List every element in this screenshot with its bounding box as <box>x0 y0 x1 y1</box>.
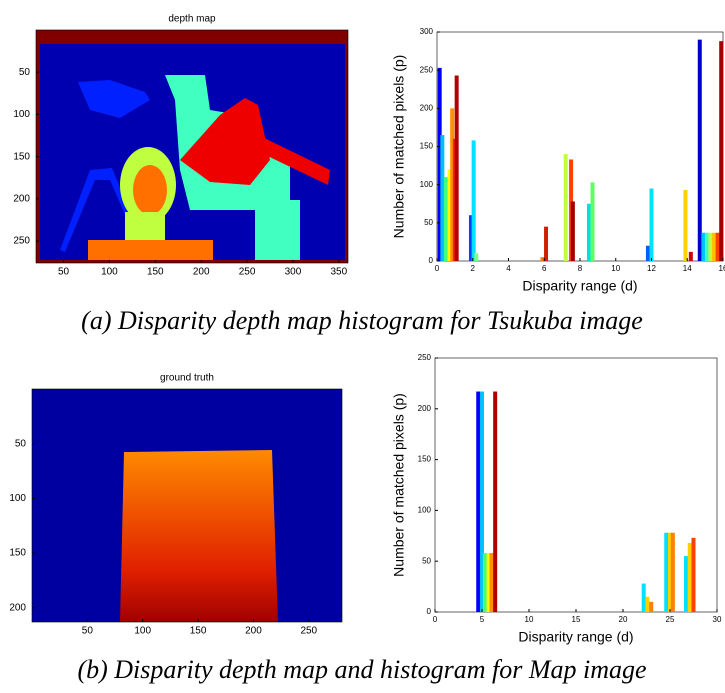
bar <box>455 76 459 261</box>
y-tick-label: 200 <box>13 193 30 204</box>
bar <box>642 584 646 612</box>
x-tick-label: 50 <box>82 626 94 637</box>
depth-map-image <box>36 30 348 263</box>
bar <box>483 553 487 612</box>
x-tick-label: 250 <box>300 626 317 637</box>
bar <box>476 392 480 612</box>
x-tick-label: 350 <box>330 267 347 278</box>
bar <box>474 253 478 261</box>
x-tick-label: 150 <box>147 267 164 278</box>
x-tick-label: 200 <box>245 626 262 637</box>
caption: (a) Disparity depth map histogram for Ts… <box>81 306 643 335</box>
bar <box>688 543 692 612</box>
x-axis-label: Disparity range (d) <box>518 629 633 645</box>
bar <box>649 602 653 612</box>
x-tick-label: 2 <box>471 264 476 273</box>
x-tick-label: 50 <box>58 267 70 278</box>
bar <box>692 538 696 612</box>
bar <box>683 190 687 261</box>
x-tick-label: 20 <box>619 615 628 624</box>
bar <box>440 135 444 261</box>
bar <box>712 233 716 261</box>
y-tick-label: 200 <box>9 602 26 613</box>
image-title: ground truth <box>160 373 214 384</box>
bar <box>719 41 723 261</box>
bar <box>444 177 448 261</box>
y-tick-label: 150 <box>420 142 434 151</box>
y-tick-label: 50 <box>15 438 27 449</box>
bar <box>493 392 497 612</box>
bar <box>650 188 654 261</box>
x-tick-label: 16 <box>719 264 725 273</box>
bar <box>664 533 668 612</box>
bar <box>671 533 675 612</box>
y-tick-label: 100 <box>9 493 26 504</box>
x-tick-label: 0 <box>433 615 438 624</box>
y-tick-label: 100 <box>13 109 30 120</box>
y-tick-label: 50 <box>19 67 31 78</box>
y-tick-label: 150 <box>418 455 432 464</box>
x-tick-label: 14 <box>683 264 692 273</box>
x-tick-label: 8 <box>578 264 583 273</box>
bar <box>571 201 575 261</box>
bar <box>489 553 493 612</box>
y-tick-label: 100 <box>420 180 434 189</box>
bar <box>684 556 688 612</box>
image-title: depth map <box>168 14 216 25</box>
y-tick-label: 150 <box>9 548 26 559</box>
y-tick-label: 200 <box>418 404 432 413</box>
y-axis-label: Number of matched pixels (p) <box>391 393 407 577</box>
axes-frame <box>437 32 723 261</box>
ground-truth-image <box>32 389 342 622</box>
bar <box>716 233 720 261</box>
bar <box>587 204 591 261</box>
x-tick-label: 5 <box>480 615 485 624</box>
y-tick-label: 0 <box>427 607 432 616</box>
x-tick-label: 4 <box>506 264 511 273</box>
x-tick-label: 6 <box>542 264 547 273</box>
x-tick-label: 250 <box>239 267 256 278</box>
y-tick-label: 50 <box>422 556 431 565</box>
y-tick-label: 200 <box>420 103 434 112</box>
x-tick-label: 100 <box>101 267 118 278</box>
bar <box>689 252 693 261</box>
y-tick-label: 250 <box>420 65 434 74</box>
bar <box>645 597 649 612</box>
y-tick-label: 100 <box>418 506 432 515</box>
y-tick-label: 150 <box>13 151 30 162</box>
bar <box>472 140 476 261</box>
y-axis-label: Number of matched pixels (p) <box>391 55 407 239</box>
y-tick-label: 250 <box>13 236 30 247</box>
x-tick-label: 10 <box>525 615 534 624</box>
y-tick-label: 250 <box>418 353 432 362</box>
x-axis-label: Disparity range (d) <box>522 278 637 294</box>
x-tick-label: 30 <box>713 615 722 624</box>
x-tick-label: 300 <box>285 267 302 278</box>
y-tick-label: 0 <box>429 256 434 265</box>
x-tick-label: 25 <box>666 615 675 624</box>
x-tick-label: 10 <box>611 264 620 273</box>
bar <box>646 246 650 261</box>
caption: (b) Disparity depth map and histogram fo… <box>77 655 646 684</box>
x-tick-label: 150 <box>190 626 207 637</box>
x-tick-label: 0 <box>435 264 440 273</box>
bar <box>698 40 702 261</box>
x-tick-label: 100 <box>134 626 151 637</box>
bar <box>705 233 709 261</box>
y-tick-label: 300 <box>420 27 434 36</box>
x-tick-label: 200 <box>193 267 210 278</box>
bar <box>544 227 548 261</box>
bar <box>591 182 595 261</box>
bar <box>564 154 568 261</box>
figure: (a) Disparity depth map histogram for Ts… <box>0 0 725 693</box>
y-tick-label: 50 <box>424 218 433 227</box>
bar <box>708 233 712 261</box>
bar <box>701 233 705 261</box>
x-tick-label: 15 <box>572 615 581 624</box>
x-tick-label: 12 <box>647 264 656 273</box>
